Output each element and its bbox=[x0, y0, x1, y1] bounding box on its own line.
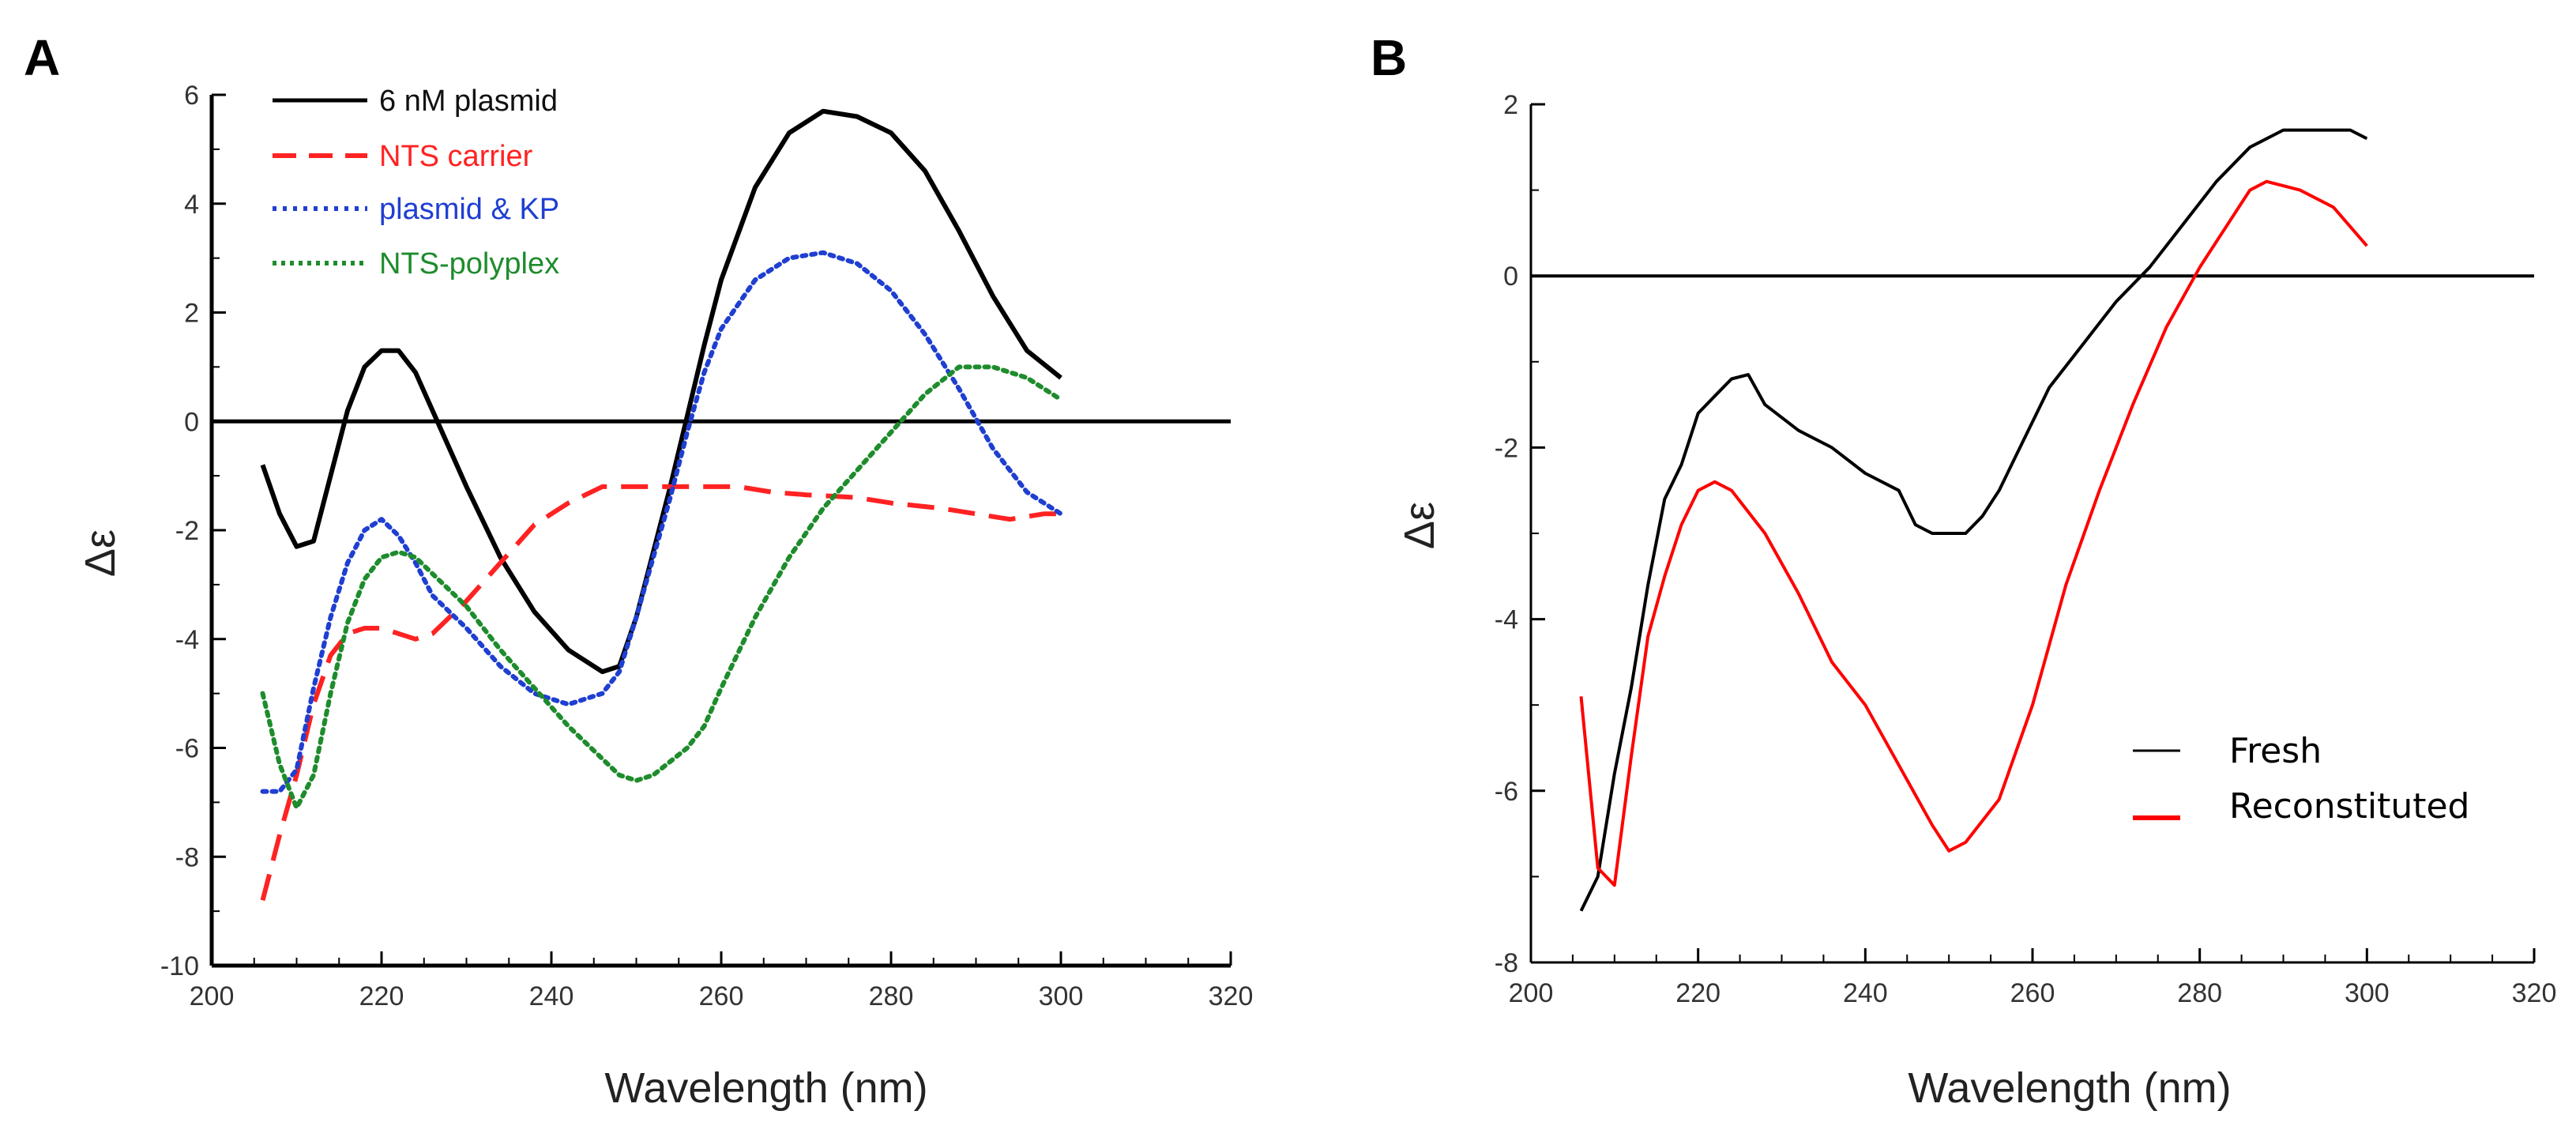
x-tick-label: 200 bbox=[1509, 978, 1554, 1008]
series-line-nts-polyplex bbox=[260, 364, 1063, 811]
panel-b-legend: Fresh Reconstituted bbox=[2133, 731, 2469, 827]
panel-a-series bbox=[260, 108, 1063, 902]
y-tick-label: -4 bbox=[175, 625, 199, 655]
legend-label-plasmid: 6 nM plasmid bbox=[379, 85, 558, 118]
panel-b-ticks bbox=[1529, 103, 2536, 964]
series-line-reconstituted bbox=[1579, 179, 2368, 887]
x-tick-label: 320 bbox=[1209, 981, 1254, 1011]
legend-label-nts-carrier: NTS carrier bbox=[379, 140, 533, 173]
x-tick-label: 260 bbox=[699, 981, 744, 1011]
legend-label-plasmid-kp: plasmid & KP bbox=[379, 193, 559, 226]
y-tick-label: 4 bbox=[184, 190, 199, 220]
x-tick-label: 300 bbox=[1039, 981, 1084, 1011]
legend-label-reconstituted: Reconstituted bbox=[2229, 786, 2469, 827]
y-tick-label: 0 bbox=[184, 407, 199, 437]
x-tick-label: 280 bbox=[2177, 978, 2222, 1008]
legend-label-nts-polyplex: NTS-polyplex bbox=[379, 247, 559, 281]
y-tick-label: -2 bbox=[175, 516, 199, 546]
panel-a-letter: A bbox=[24, 29, 60, 86]
y-tick-label: 2 bbox=[184, 299, 199, 329]
x-tick-label: 260 bbox=[2010, 978, 2055, 1008]
x-tick-label: 300 bbox=[2345, 978, 2390, 1008]
y-tick-label: 0 bbox=[1503, 262, 1518, 292]
panel-b-letter: B bbox=[1371, 29, 1407, 86]
y-tick-label: -8 bbox=[175, 842, 199, 872]
x-tick-label: 220 bbox=[359, 981, 404, 1011]
panel-b-y-axis-title: Δε bbox=[1396, 502, 1443, 549]
y-tick-label: 6 bbox=[184, 81, 199, 111]
x-tick-label: 240 bbox=[529, 981, 574, 1011]
legend-label-fresh: Fresh bbox=[2229, 731, 2322, 771]
y-tick-label: -6 bbox=[175, 734, 199, 764]
x-tick-label: 240 bbox=[1843, 978, 1888, 1008]
panel-a-y-axis-title: Δε bbox=[77, 529, 124, 577]
panel-a-legend: 6 nM plasmid NTS carrier plasmid & KP NT… bbox=[273, 85, 559, 281]
y-tick-label: -6 bbox=[1495, 777, 1518, 807]
series-line-fresh bbox=[1579, 128, 2368, 912]
panel-a-x-axis-title: Wavelength (nm) bbox=[604, 1064, 927, 1112]
series-line-nts-carrier bbox=[260, 484, 1061, 902]
series-line-plasmid-kp bbox=[260, 250, 1063, 794]
x-tick-label: 320 bbox=[2512, 978, 2557, 1008]
panel-b-series bbox=[1579, 128, 2368, 912]
y-tick-label: -4 bbox=[1495, 605, 1518, 635]
x-tick-label: 280 bbox=[869, 981, 914, 1011]
panel-b-x-axis-title: Wavelength (nm) bbox=[1908, 1064, 2231, 1112]
y-tick-label: -8 bbox=[1495, 948, 1518, 978]
x-tick-label: 220 bbox=[1675, 978, 1720, 1008]
y-tick-label: -2 bbox=[1495, 433, 1518, 463]
y-tick-label: -10 bbox=[160, 951, 199, 981]
x-tick-label: 200 bbox=[190, 981, 235, 1011]
y-tick-label: 2 bbox=[1503, 90, 1518, 120]
